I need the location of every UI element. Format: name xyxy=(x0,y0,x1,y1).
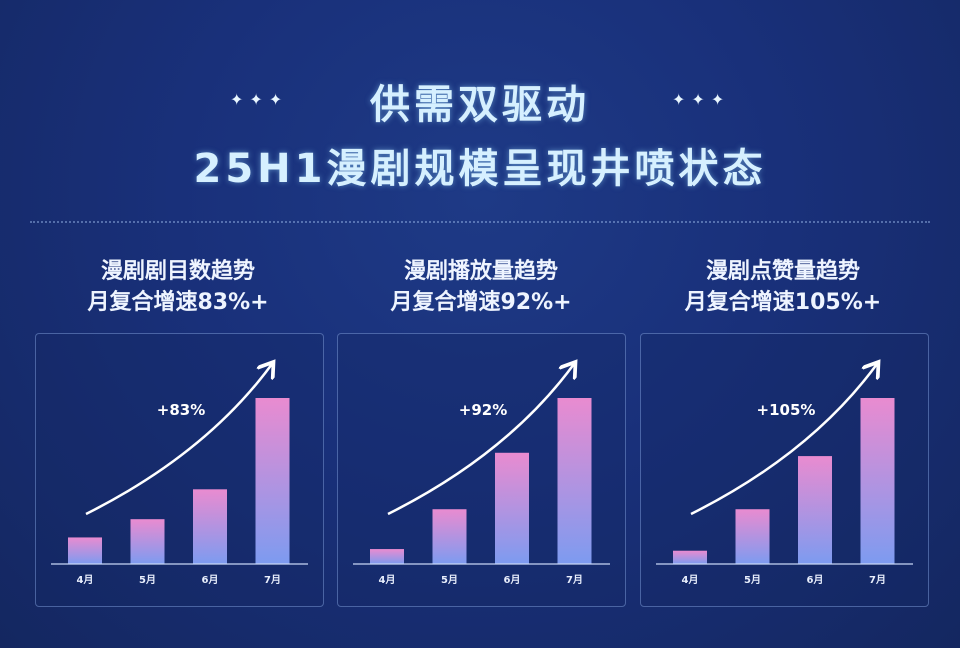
x-tick-label: 7月 xyxy=(869,574,886,586)
stars-right-icon: ✦✦✦ xyxy=(672,90,731,109)
divider xyxy=(30,221,930,223)
x-tick-label: 4月 xyxy=(77,574,94,586)
bar-7月 xyxy=(557,398,592,564)
bar-5月 xyxy=(130,519,165,564)
chart-2-panel: 4月 5月 6月 7月 +92% xyxy=(337,333,626,607)
chart-1: 4月 5月 6月 7月 +83% xyxy=(51,334,308,586)
chart-2: 4月 5月 6月 7月 +92% xyxy=(353,334,610,586)
chart-1-panel: 4月 5月 6月 7月 +83% xyxy=(35,333,324,607)
x-tick-label: 6月 xyxy=(807,574,824,586)
bar-7月 xyxy=(860,398,895,564)
chart-3-heading: 漫剧点赞量趋势 月复合增速105%+ xyxy=(633,256,933,318)
chart-1-heading: 漫剧剧目数趋势 月复合增速83%+ xyxy=(28,256,328,318)
page-subtitle: 25H1漫剧规模呈现井喷状态 xyxy=(193,146,767,192)
chart-3: 4月 5月 6月 7月 +105% xyxy=(656,334,913,586)
x-tick-label: 7月 xyxy=(566,574,583,586)
bar-4月 xyxy=(370,549,404,564)
x-tick-label: 7月 xyxy=(264,574,281,586)
x-tick-label: 6月 xyxy=(202,574,219,586)
chart-2-growth: 月复合增速92%+ xyxy=(390,290,572,315)
chart-1-title: 漫剧剧目数趋势 xyxy=(100,259,255,284)
bar-4月 xyxy=(673,550,707,564)
bar-4月 xyxy=(68,537,102,564)
x-tick-label: 5月 xyxy=(139,574,156,586)
chart-3-growth: 月复合增速105%+ xyxy=(684,290,882,315)
bar-6月 xyxy=(798,456,832,564)
x-tick-label: 6月 xyxy=(504,574,521,586)
page-title: 供需双驱动 xyxy=(370,82,590,128)
bar-5月 xyxy=(432,509,467,564)
growth-arrow xyxy=(690,364,877,516)
bar-7月 xyxy=(255,398,290,564)
bar-5月 xyxy=(735,509,770,564)
growth-arrow xyxy=(387,364,574,516)
stars-left-icon: ✦✦✦ xyxy=(230,90,289,109)
growth-arrow xyxy=(85,364,272,516)
x-tick-label: 5月 xyxy=(441,574,458,586)
bar-6月 xyxy=(495,452,529,564)
bar-6月 xyxy=(193,489,227,564)
chart-1-growth: 月复合增速83%+ xyxy=(87,290,269,315)
chart-3-title: 漫剧点赞量趋势 xyxy=(705,259,860,284)
chart-3-panel: 4月 5月 6月 7月 +105% xyxy=(640,333,929,607)
chart-2-title: 漫剧播放量趋势 xyxy=(403,259,558,284)
chart-2-heading: 漫剧播放量趋势 月复合增速92%+ xyxy=(331,256,631,318)
growth-annotation: +92% xyxy=(459,401,507,419)
growth-annotation: +83% xyxy=(157,401,205,419)
growth-annotation: +105% xyxy=(757,401,816,419)
x-tick-label: 4月 xyxy=(379,574,396,586)
x-tick-label: 5月 xyxy=(744,574,761,586)
x-tick-label: 4月 xyxy=(682,574,699,586)
